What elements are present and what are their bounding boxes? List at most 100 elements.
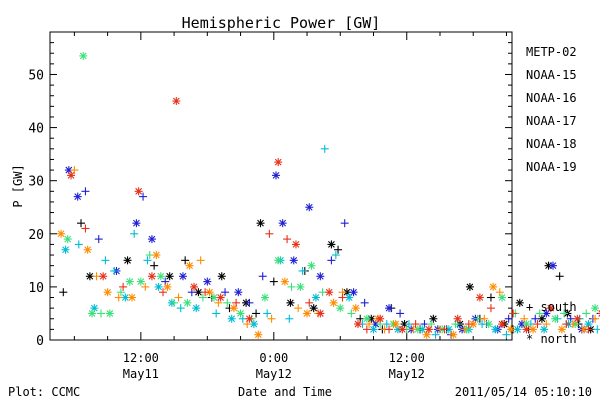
north-point-noaa-19 <box>376 314 385 323</box>
south-point-noaa-16 <box>176 304 185 313</box>
south-point-noaa-19 <box>232 298 241 307</box>
north-point-noaa-18 <box>506 325 515 334</box>
north-point-noaa-19 <box>134 187 143 196</box>
north-point-metp-02 <box>256 219 265 228</box>
north-point-noaa-17 <box>296 282 305 291</box>
north-point-noaa-19 <box>522 325 531 334</box>
south-point-noaa-18 <box>409 325 418 334</box>
north-point-metp-02 <box>217 272 226 281</box>
y-tick-label: 50 <box>28 68 44 83</box>
marker-legend-south: + south <box>526 300 577 314</box>
north-point-noaa-17 <box>336 304 345 313</box>
y-axis: 0 10 20 30 40 50 <box>28 31 512 349</box>
north-point-noaa-18 <box>351 304 360 313</box>
north-point-noaa-16 <box>311 293 320 302</box>
north-point-noaa-18 <box>449 330 458 339</box>
south-point-metp-02 <box>252 309 261 318</box>
y-tick-label: 20 <box>28 228 44 243</box>
south-point-noaa-15 <box>94 235 103 244</box>
south-point-noaa-16 <box>593 325 600 334</box>
x-tick-date-label: May11 <box>123 367 159 381</box>
north-point-noaa-16 <box>491 325 500 334</box>
north-point-noaa-15 <box>203 277 212 286</box>
south-point-noaa-19 <box>562 320 571 329</box>
north-point-noaa-18 <box>57 229 66 238</box>
north-point-noaa-19 <box>245 314 254 323</box>
south-point-noaa-18 <box>542 320 551 329</box>
north-point-noaa-17 <box>362 314 371 323</box>
north-point-noaa-19 <box>546 304 555 313</box>
north-point-noaa-18 <box>557 325 566 334</box>
y-tick-label: 0 <box>36 334 44 349</box>
north-point-noaa-18 <box>489 282 498 291</box>
south-point-metp-02 <box>486 293 495 302</box>
south-point-noaa-17 <box>535 309 544 318</box>
south-point-noaa-18 <box>480 314 489 323</box>
north-point-noaa-17 <box>125 277 134 286</box>
north-point-noaa-19 <box>99 272 108 281</box>
north-point-noaa-16 <box>61 245 70 254</box>
north-point-noaa-18 <box>163 282 172 291</box>
north-point-metp-02 <box>165 272 174 281</box>
north-point-metp-02 <box>465 282 474 291</box>
south-point-noaa-16 <box>74 240 83 249</box>
south-point-noaa-16 <box>130 229 139 238</box>
south-point-noaa-19 <box>486 304 495 313</box>
north-point-noaa-15 <box>272 171 281 180</box>
north-point-noaa-18 <box>391 320 400 329</box>
north-point-noaa-15 <box>147 235 156 244</box>
north-point-noaa-17 <box>63 235 72 244</box>
x-tick-label: 12:00 <box>123 351 159 365</box>
x-axis-label: Date and Time <box>238 385 332 399</box>
north-point-noaa-18 <box>152 251 161 260</box>
south-point-noaa-18 <box>495 288 504 297</box>
x-axis: 12:00 May11 0:00 May12 12:00 May12 <box>73 32 507 381</box>
north-point-noaa-19 <box>274 158 283 167</box>
north-point-noaa-19 <box>172 97 181 106</box>
north-point-noaa-16 <box>154 282 163 291</box>
south-point-noaa-16 <box>143 256 152 265</box>
north-point-noaa-19 <box>498 320 507 329</box>
north-point-noaa-19 <box>354 320 362 329</box>
north-point-noaa-17 <box>274 256 283 265</box>
south-point-noaa-16 <box>331 251 340 260</box>
south-point-noaa-15 <box>396 309 405 318</box>
south-point-noaa-18 <box>114 293 123 302</box>
south-point-noaa-19 <box>338 293 347 302</box>
south-point-noaa-16 <box>263 309 272 318</box>
north-point-noaa-17 <box>105 309 114 318</box>
south-point-noaa-18 <box>591 314 600 323</box>
south-point-metp-02 <box>181 256 190 265</box>
south-point-noaa-19 <box>362 325 371 334</box>
north-point-metp-02 <box>286 298 295 307</box>
south-point-noaa-19 <box>265 229 274 238</box>
north-point-noaa-15 <box>73 192 82 201</box>
south-point-noaa-18 <box>520 314 529 323</box>
south-point-noaa-15 <box>531 314 540 323</box>
north-point-noaa-19 <box>67 171 76 180</box>
north-point-noaa-17 <box>79 51 88 60</box>
y-tick-label: 30 <box>28 175 44 190</box>
south-point-noaa-19 <box>584 325 593 334</box>
south-point-noaa-17 <box>198 293 207 302</box>
south-point-noaa-15 <box>139 192 148 201</box>
north-point-noaa-15 <box>278 219 287 228</box>
south-point-noaa-19 <box>119 282 128 291</box>
north-point-noaa-15 <box>316 272 325 281</box>
legend-item-noaa-16: NOAA-16 <box>526 91 577 105</box>
south-point-noaa-19 <box>201 288 210 297</box>
south-point-noaa-19 <box>440 325 449 334</box>
north-point-noaa-15 <box>305 203 314 212</box>
south-point-noaa-19 <box>283 235 292 244</box>
north-point-noaa-19 <box>291 240 300 249</box>
y-tick-label: 40 <box>28 122 44 137</box>
north-point-noaa-17 <box>498 293 507 302</box>
north-point-noaa-18 <box>303 309 312 318</box>
north-point-noaa-17 <box>136 277 145 286</box>
north-point-noaa-19 <box>424 325 433 334</box>
south-point-noaa-18 <box>174 293 183 302</box>
south-point-noaa-18 <box>294 304 303 313</box>
north-point-noaa-18 <box>580 325 589 334</box>
south-point-noaa-18 <box>196 256 205 265</box>
